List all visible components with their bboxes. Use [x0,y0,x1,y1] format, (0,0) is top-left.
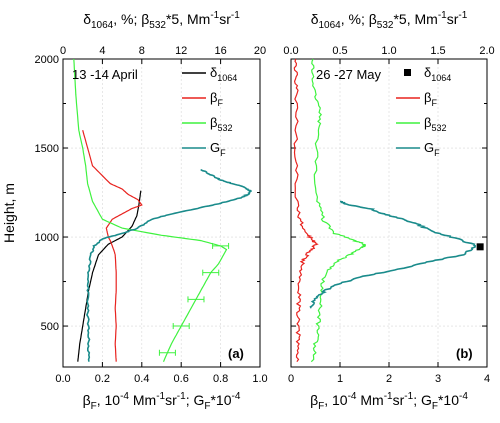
axis-title: δ1064, %; β532*5, Mm-1sr-1 [311,10,468,31]
legend-entry: βF [210,90,223,108]
bottom-tick-label: 2 [386,373,392,385]
bottom-tick-label: 0.0 [55,373,70,385]
panel-a: 500 1000 1500 2000 0.0 0.2 0.4 0.6 0.8 1.0 0 4 8 12 16… [35,45,268,385]
bottom-tick-label: 1.0 [252,373,267,385]
panel-a-frame [62,58,261,368]
top-tick-label: 0.0 [283,45,298,57]
bottom-tick-label: 0.2 [95,373,110,385]
series-betaF [82,130,143,362]
panel-b-label: (b) [456,346,473,361]
bottom-tick-label: 3 [435,373,441,385]
legend-entry: δ1064 [424,65,451,83]
bottom-tick-label: 4 [484,373,490,385]
panel-b-series [293,58,484,363]
top-tick-label: 4 [99,45,105,57]
top-tick-label: 8 [139,45,145,57]
axis-title: δ1064, %; β532*5, Mm-1sr-1 [83,10,240,31]
legend-marker [404,69,411,76]
y-tick-label: 2000 [35,54,59,66]
axis-titles: δ1064, %; β532*5, Mm-1sr-1 βF, 10-4 Mm-1s… [83,10,469,412]
y-tick-label: 1000 [35,232,59,244]
series-beta532 [310,58,367,363]
series-GF [86,168,252,362]
legend-entry: β532 [210,115,233,133]
bottom-tick-label: 1 [337,373,343,385]
panel-a-label: (a) [228,346,244,361]
top-tick-label: 2.0 [479,45,494,57]
bottom-tick-label: 0.8 [213,373,228,385]
series-GF [309,200,477,309]
top-tick-label: 1.5 [430,45,445,57]
panel-a-ticks: 500 1000 1500 2000 0.0 0.2 0.4 0.6 0.8 1.0 0 4 8 12 16… [35,45,268,385]
y-tick-label: 1500 [35,143,59,155]
panel-b-legend: δ1064 βF β532 GF [396,65,451,158]
panel-b-ticks: 0 1 2 3 4 0.0 0.5 1.0 1.5 2.0 [283,45,494,385]
bottom-tick-label: 0 [288,373,294,385]
legend-entry: GF [424,140,440,158]
axis-title: βF, 10-4 Mm-1sr-1; GF*10-4 [310,391,468,412]
legend-entry: β532 [424,115,447,133]
legend-entry: βF [424,90,437,108]
bottom-tick-label: 0.4 [134,373,149,385]
top-tick-label: 20 [254,45,266,57]
panel-a-series [73,58,252,362]
axis-title: βF, 10-4 Mm-1sr-1; GF*10-4 [83,391,241,412]
series-betaF [293,58,319,363]
top-tick-label: 1.0 [381,45,396,57]
y-tick-label: 500 [41,321,59,333]
panel-b: 0 1 2 3 4 0.0 0.5 1.0 1.5 2.0 26 -27 May (b) δ106… [283,45,494,385]
top-tick-label: 16 [214,45,226,57]
bottom-tick-label: 0.6 [174,373,189,385]
point-delta1064 [476,243,484,251]
series-beta532 [73,58,228,362]
top-tick-label: 0.5 [332,45,347,57]
top-tick-label: 12 [175,45,187,57]
legend-entry: GF [210,140,226,158]
panel-a-legend: δ1064 βF β532 GF [182,65,237,158]
panel-a-grid [62,58,261,367]
y-axis-label: Height, m [1,183,17,243]
top-tick-label: 0 [60,45,66,57]
panel-a-annotation: 13 -14 April [72,67,138,82]
panel-b-annotation: 26 -27 May [316,67,382,82]
series-delta1064 [77,190,142,362]
legend-entry: δ1064 [210,65,237,83]
